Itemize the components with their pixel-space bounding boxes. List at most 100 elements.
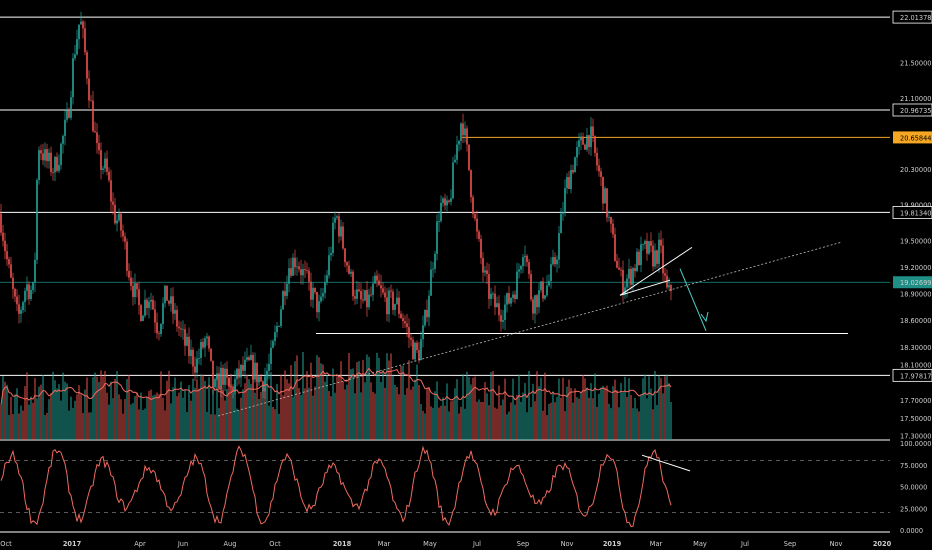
- horizontal-levels: [0, 16, 890, 441]
- candle-body: [86, 52, 88, 79]
- volume-bar: [482, 401, 484, 440]
- volume-bar: [382, 370, 384, 440]
- volume-bar: [504, 378, 506, 440]
- candle-body: [438, 221, 440, 222]
- candle-body: [56, 156, 58, 171]
- volume-bar: [390, 353, 392, 440]
- volume-bar: [550, 402, 552, 440]
- candle-body: [208, 336, 210, 349]
- volume-bar: [174, 377, 176, 440]
- volume-bar: [352, 368, 354, 440]
- candle-body: [238, 368, 240, 378]
- volume-bar: [318, 357, 320, 440]
- candle-body: [408, 327, 410, 338]
- volume-bar: [502, 399, 504, 440]
- volume-bar: [314, 386, 316, 440]
- volume-bar: [584, 378, 586, 440]
- volume-bar: [280, 374, 282, 440]
- stochastic-divergence-line: [641, 454, 691, 472]
- time-tick-label-15: Jul: [740, 540, 749, 548]
- candle-body: [420, 339, 422, 361]
- candle-body: [144, 299, 146, 316]
- time-tick-label-12: 2019: [603, 540, 622, 548]
- volume-bar: [288, 383, 290, 440]
- candle-body: [266, 370, 268, 377]
- candle-body: [294, 257, 296, 268]
- candle-body: [576, 146, 578, 158]
- candle-body: [24, 290, 26, 303]
- volume-bar: [204, 380, 206, 440]
- candle-body: [204, 338, 206, 348]
- volume-bar: [462, 374, 464, 440]
- candle-body: [14, 288, 16, 297]
- volume-bar: [184, 389, 186, 440]
- candle-body: [152, 299, 154, 310]
- volume-bar: [426, 388, 428, 440]
- candle-body: [484, 270, 486, 273]
- candle-body: [464, 128, 466, 136]
- candle-body: [146, 299, 148, 308]
- volume-bar: [498, 385, 500, 440]
- candle-body: [344, 248, 346, 263]
- volume-bar: [652, 409, 654, 440]
- candle-body: [28, 284, 30, 299]
- candle-body: [90, 100, 92, 102]
- candle-body: [554, 257, 556, 265]
- volume-bar: [362, 360, 364, 440]
- candle-body: [84, 28, 86, 53]
- volume-bar: [412, 386, 414, 440]
- candle-body: [512, 294, 514, 298]
- volume-bar: [58, 384, 60, 440]
- volume-bar: [522, 392, 524, 440]
- candle-body: [416, 342, 418, 351]
- candle-body: [656, 250, 658, 264]
- candle-body: [646, 240, 648, 254]
- candle-body: [68, 110, 70, 118]
- candle-body: [650, 241, 652, 246]
- volume-bar: [562, 377, 564, 440]
- volume-bar: [102, 376, 104, 440]
- volume-bar: [326, 375, 328, 440]
- candle-body: [126, 241, 128, 271]
- volume-bar: [556, 396, 558, 440]
- candle-body: [128, 270, 130, 278]
- price-label-box-7: [892, 206, 932, 219]
- volume-bar: [66, 383, 68, 440]
- price-tick-label-10: 19.02699: [900, 279, 931, 287]
- volume-bar: [126, 379, 128, 440]
- candle-body: [4, 240, 6, 252]
- volume-bar: [610, 408, 612, 440]
- volume-bar: [114, 378, 116, 440]
- volume-bar: [542, 410, 544, 440]
- volume-bar: [328, 390, 330, 440]
- volume-bar: [130, 404, 132, 440]
- candle-body: [526, 255, 528, 263]
- candle-body: [222, 367, 224, 385]
- candle-body: [6, 251, 8, 260]
- candle-body: [40, 150, 42, 154]
- price-axis[interactable]: 22.01378 21.50000 21.10000 20.96735 20.65844…: [892, 10, 932, 441]
- candle-body: [54, 156, 56, 173]
- candle-body: [138, 289, 140, 306]
- candle-body: [50, 152, 52, 173]
- candle-body: [150, 299, 152, 302]
- candle-body: [226, 368, 228, 378]
- volume-bar: [246, 374, 248, 440]
- volume-bar: [262, 385, 264, 440]
- stoch-tick-label-0: 100.0000: [900, 440, 931, 448]
- volume-bar: [656, 405, 658, 440]
- price-label-box-15: [892, 368, 932, 382]
- candle-body: [560, 213, 562, 234]
- volume-bar: [116, 371, 118, 440]
- volume-bar: [256, 383, 258, 440]
- candle-body: [450, 198, 452, 202]
- price-label-box-0: [892, 10, 932, 24]
- volume-bar: [298, 388, 300, 440]
- volume-bar: [200, 374, 202, 440]
- candle-body: [378, 280, 380, 286]
- volume-bar: [634, 398, 636, 440]
- candle-body: [428, 295, 430, 318]
- candle-body: [590, 126, 592, 148]
- time-axis[interactable]: Oct 2017 Apr Jun Aug Oct 2018 Mar May Jul Sep Nov 20…: [0, 540, 891, 548]
